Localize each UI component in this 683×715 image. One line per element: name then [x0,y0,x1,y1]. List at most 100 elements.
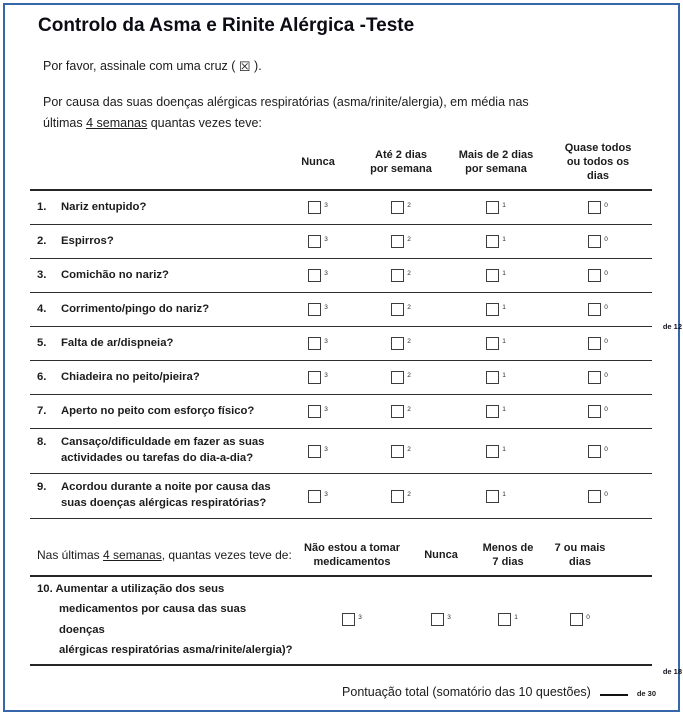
q7-quase-todos-checkbox[interactable] [588,405,602,418]
q10-nao-tomo-checkbox[interactable] [342,613,356,627]
column-header-mais-de-2-dias: Mais de 2 dias por semana [458,148,534,175]
q8-mais-de-2-dias-checkbox[interactable] [486,444,500,458]
instruction-prefix: Por favor, assinale com uma cruz ( [43,59,239,73]
score-superscript: 1 [514,614,518,622]
q6-nunca-checkbox[interactable] [308,371,322,384]
question-row-7: 7. Aperto no peito com esforço físico? 3 … [30,395,652,429]
question-label: Nariz entupido? [61,200,147,213]
q5-quase-todos-checkbox[interactable] [588,337,602,350]
q9-mais-de-2-dias-checkbox[interactable] [486,489,500,503]
score-superscript: 3 [324,202,328,209]
score-superscript: 2 [407,372,411,379]
score-superscript: 1 [502,304,506,311]
question-label: Espirros? [61,234,114,247]
q1-nunca-checkbox[interactable] [308,201,322,214]
q6-quase-todos-checkbox[interactable] [588,371,602,384]
score-superscript: 3 [324,406,328,413]
q7-ate-2-dias-checkbox[interactable] [391,405,405,418]
column-header-ate-2-dias: Até 2 dias por semana [370,148,432,175]
instruction-text: Por favor, assinale com uma cruz ( ☒ ). [43,58,262,74]
score-superscript: 0 [604,490,608,498]
q6-ate-2-dias-checkbox[interactable] [391,371,405,384]
score-superscript: 2 [407,445,411,453]
question-number: 7. [37,404,47,417]
score-superscript: 2 [407,202,411,209]
q4-mais-de-2-dias-checkbox[interactable] [486,303,500,316]
q4-quase-todos-checkbox[interactable] [588,303,602,316]
score-superscript: 2 [407,236,411,243]
score-superscript: 1 [502,236,506,243]
q1-quase-todos-checkbox[interactable] [588,201,602,214]
question-row-4: 4. Corrimento/pingo do nariz? 3 2 1 0 de … [30,293,682,331]
rhinitis-subscore-max: de 12 [662,322,682,331]
score-superscript: 1 [502,445,506,453]
score-superscript: 0 [604,202,608,209]
q3-ate-2-dias-checkbox[interactable] [391,269,405,282]
score-superscript: 3 [358,614,362,622]
total-score-field[interactable] [599,683,628,696]
q1-ate-2-dias-checkbox[interactable] [391,201,405,214]
question-label: 10. Aumentar a utilização dos seus medic… [30,579,295,660]
q3-nunca-checkbox[interactable] [308,269,322,282]
question-label: Cansaço/dificuldade em fazer as suas act… [61,436,265,464]
column-header-nunca: Nunca [301,155,335,168]
score-superscript: 0 [604,338,608,345]
total-score-max: de 30 [636,689,656,698]
column-header-quase-todos: Quase todos ou todos os dias [564,141,632,183]
q4-ate-2-dias-checkbox[interactable] [391,303,405,316]
q3-quase-todos-checkbox[interactable] [588,269,602,282]
column-header-7-ou-mais-dias: 7 ou mais dias [554,541,606,568]
q2-nunca-checkbox[interactable] [308,235,322,248]
q7-mais-de-2-dias-checkbox[interactable] [486,405,500,418]
question-row-10: 10. Aumentar a utilização dos seus medic… [30,577,682,676]
score-superscript: 2 [407,270,411,277]
intro-line2-suffix: quantas vezes teve: [147,116,262,130]
question-number: 8. [37,436,47,449]
q10-menos-7-dias-checkbox[interactable] [498,613,512,627]
question-line2: medicamentos por causa das suas doenças [59,603,247,636]
q8-nunca-checkbox[interactable] [308,444,322,458]
score-superscript: 2 [407,406,411,413]
total-score-label: Pontuação total (somatório das 10 questõ… [342,685,591,699]
table2-intro-underlined: 4 semanas [103,548,162,562]
question-number: 6. [37,370,47,383]
q9-ate-2-dias-checkbox[interactable] [391,489,405,503]
score-superscript: 2 [407,490,411,498]
question-row-9: 9. Acordou durante a noite por causa das … [30,474,652,519]
q6-mais-de-2-dias-checkbox[interactable] [486,371,500,384]
score-superscript: 3 [324,490,328,498]
form-page: Controlo da Asma e Rinite Alérgica -Test… [3,3,682,712]
question-row-3: 3. Comichão no nariz? 3 2 1 0 [30,259,652,293]
score-superscript: 0 [586,614,590,622]
q7-nunca-checkbox[interactable] [308,405,322,418]
q2-quase-todos-checkbox[interactable] [588,235,602,248]
q2-mais-de-2-dias-checkbox[interactable] [486,235,500,248]
score-superscript: 1 [502,338,506,345]
question-label: Aperto no peito com esforço físico? [61,404,255,417]
question-line1: Aumentar a utilização dos seus [55,583,225,595]
score-superscript: 0 [604,270,608,277]
question-label: Falta de ar/dispneia? [61,336,174,349]
q10-7-ou-mais-dias-checkbox[interactable] [570,613,584,627]
intro-line1: Por causa das suas doenças alérgicas res… [43,95,529,109]
column-header-nao-tomo-medicamentos: Não estou a tomar medicamentos [304,541,400,568]
question-line3: alérgicas respiratórias asma/rinite/aler… [59,643,293,656]
q3-mais-de-2-dias-checkbox[interactable] [486,269,500,282]
score-superscript: 3 [447,614,451,622]
question-number: 1. [37,200,47,213]
q5-nunca-checkbox[interactable] [308,337,322,350]
q9-nunca-checkbox[interactable] [308,489,322,503]
q5-ate-2-dias-checkbox[interactable] [391,337,405,350]
score-superscript: 0 [604,445,608,453]
q9-quase-todos-checkbox[interactable] [588,489,602,503]
q8-ate-2-dias-checkbox[interactable] [391,444,405,458]
question-number: 10. [37,583,53,595]
score-superscript: 3 [324,445,328,453]
q1-mais-de-2-dias-checkbox[interactable] [486,201,500,214]
q5-mais-de-2-dias-checkbox[interactable] [486,337,500,350]
q10-nunca-checkbox[interactable] [431,613,445,627]
question-label: Corrimento/pingo do nariz? [61,302,210,315]
q2-ate-2-dias-checkbox[interactable] [391,235,405,248]
q4-nunca-checkbox[interactable] [308,303,322,316]
q8-quase-todos-checkbox[interactable] [588,444,602,458]
